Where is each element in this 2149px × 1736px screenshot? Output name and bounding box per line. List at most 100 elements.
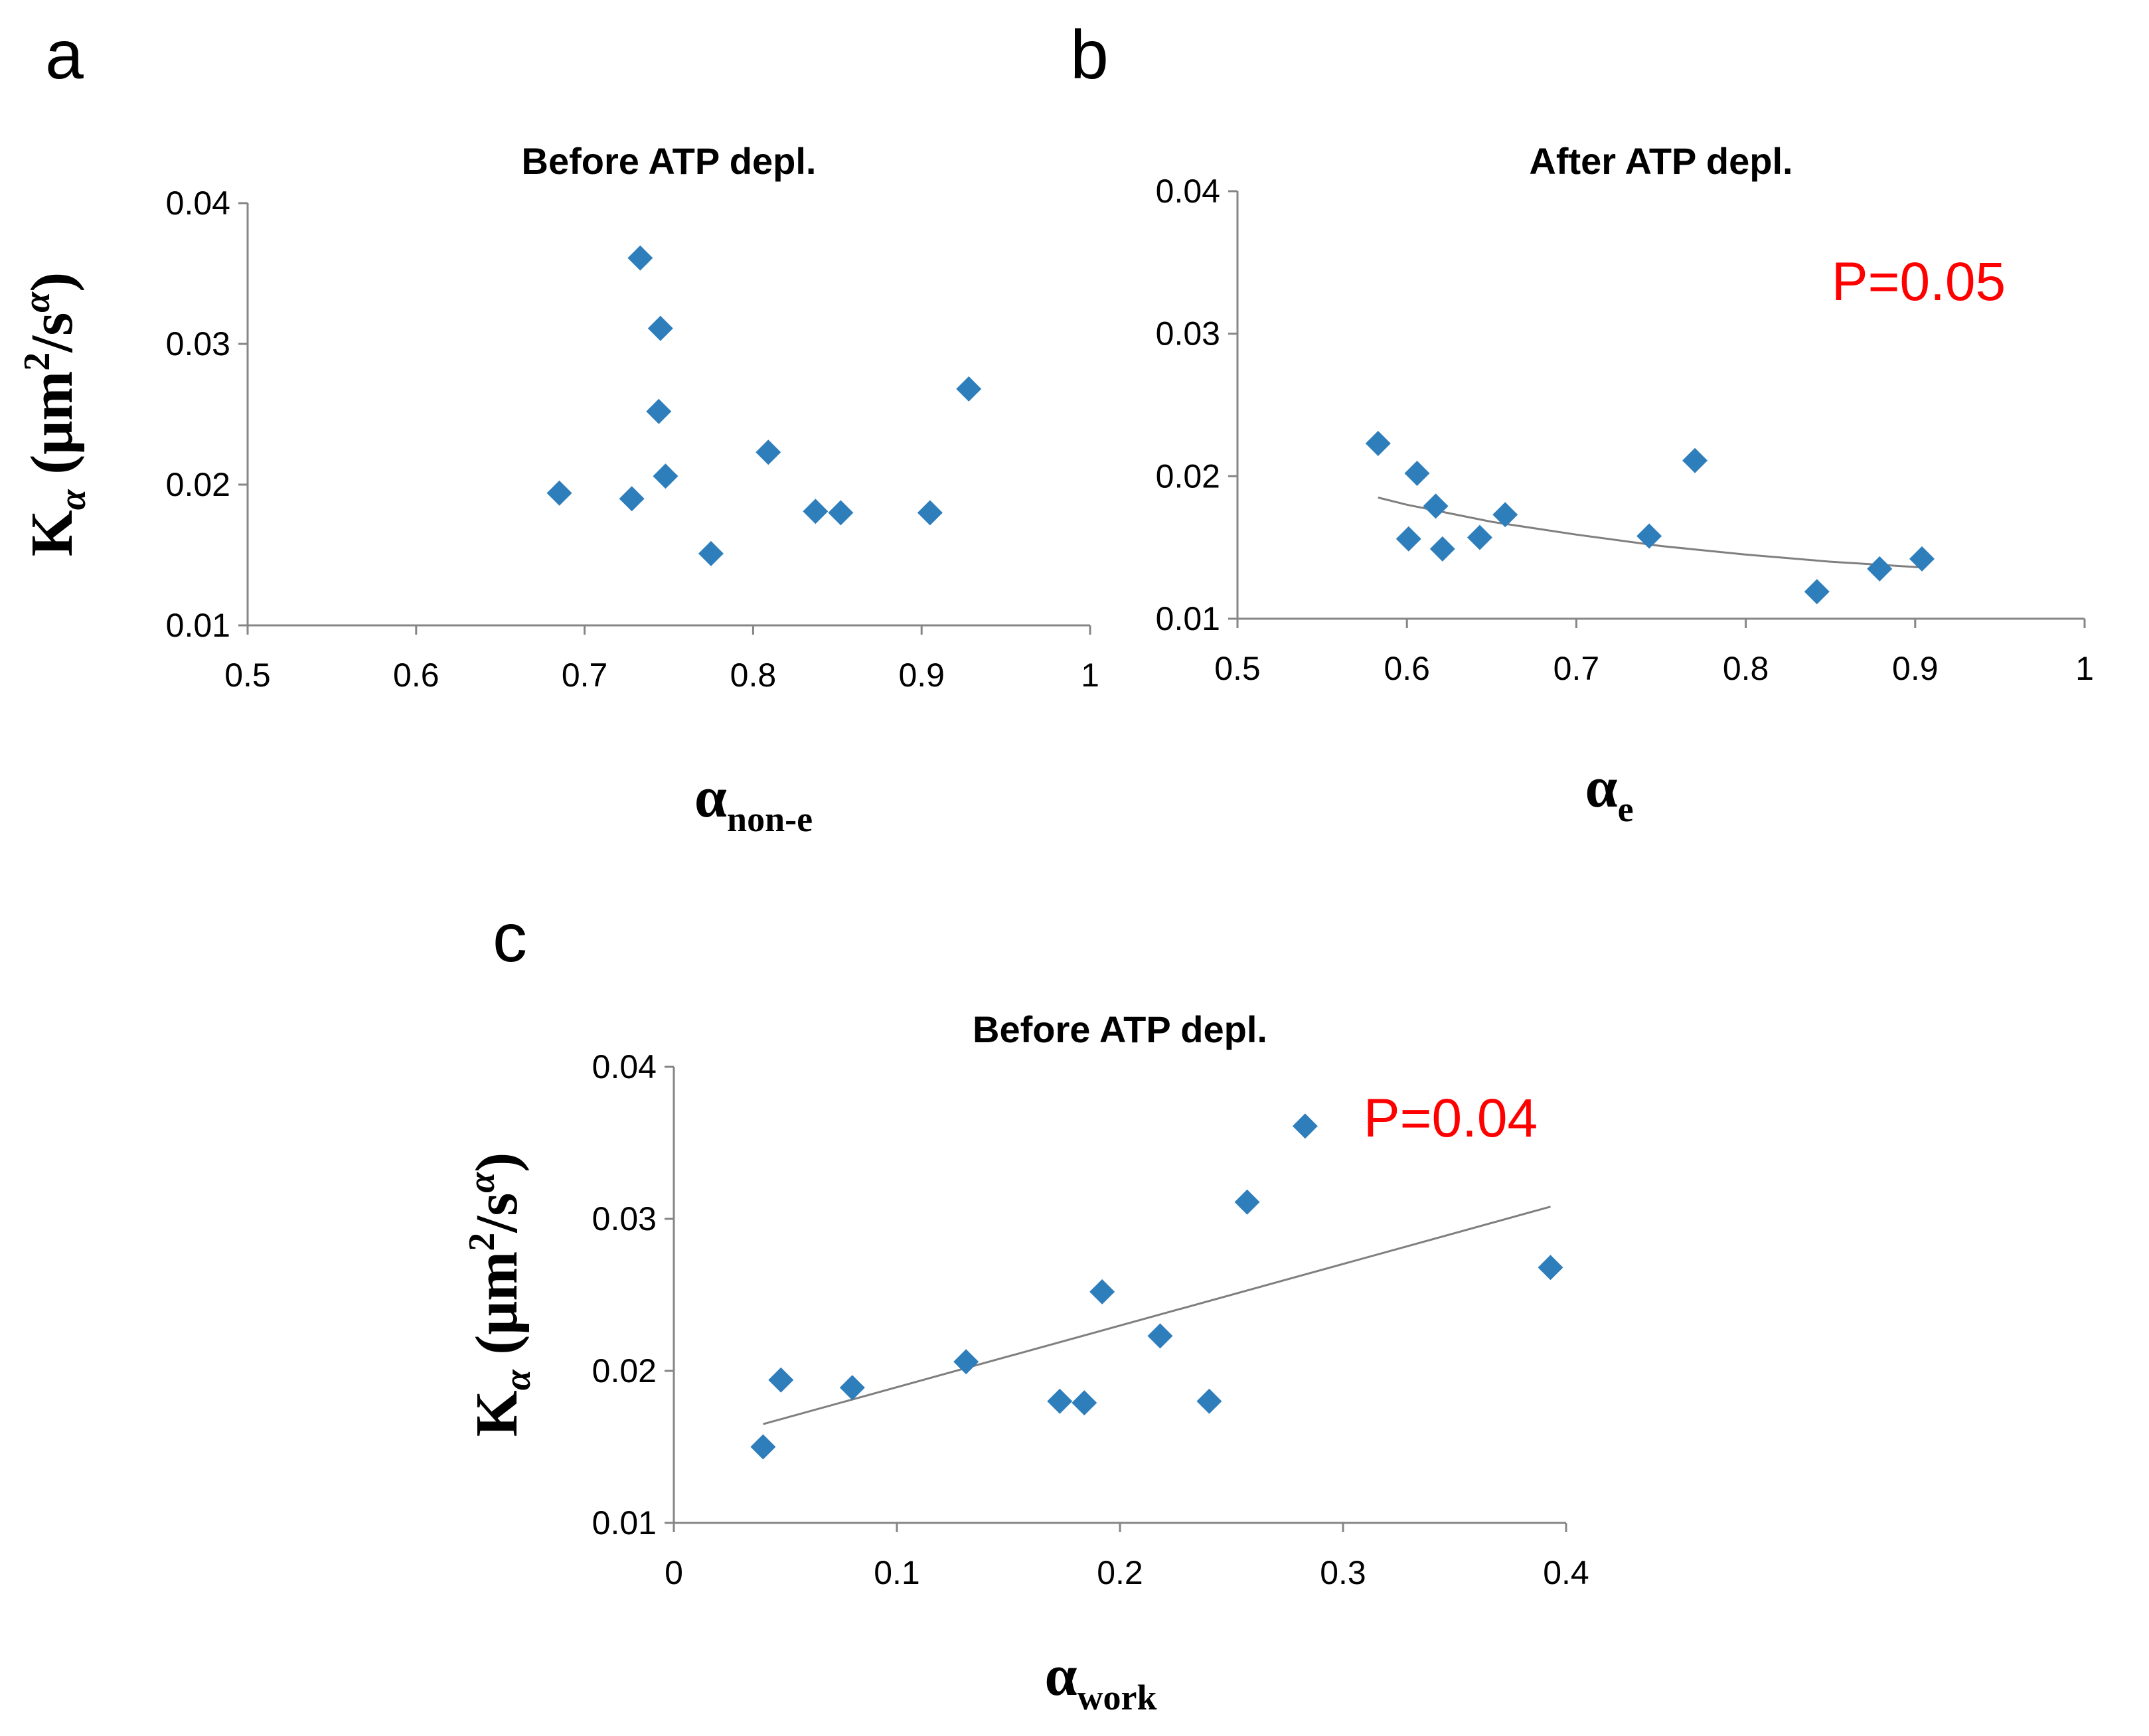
- data-point: [1538, 1255, 1563, 1281]
- trendline: [763, 1206, 1551, 1425]
- y-tick-label: 0.04: [592, 1048, 657, 1085]
- x-tick-label: 0: [665, 1554, 683, 1591]
- data-point: [750, 1434, 776, 1460]
- x-tick-label: 0.7: [562, 657, 608, 694]
- y-tick-label: 0.03: [592, 1200, 657, 1237]
- x-axis-label-main: α: [1044, 1644, 1077, 1708]
- y-axis-label-unit-sup2: α: [17, 291, 58, 313]
- data-point: [1292, 1113, 1318, 1139]
- x-axis-label: αwork: [1044, 1644, 1156, 1717]
- x-tick-label: 1: [1081, 657, 1099, 694]
- data-point: [1909, 546, 1935, 572]
- y-axis-label-unit-mid: /s: [464, 1193, 530, 1233]
- y-tick-label: 0.02: [1156, 457, 1220, 495]
- x-axis-label-main: α: [694, 765, 727, 830]
- x-tick-label: 0.5: [1214, 650, 1261, 687]
- panel-letter: c: [493, 900, 527, 977]
- x-axis-label-sub: non-e: [727, 799, 813, 839]
- y-axis-label-unit-sup: 2: [461, 1233, 503, 1251]
- data-point: [1089, 1279, 1115, 1304]
- x-axis-label: αnon-e: [694, 765, 813, 839]
- data-point: [1492, 502, 1518, 528]
- x-tick-label: 0.5: [224, 657, 271, 694]
- data-point: [1395, 526, 1421, 552]
- data-point: [1423, 493, 1449, 519]
- x-tick-label: 0.2: [1097, 1554, 1143, 1591]
- y-axis-label: Kα (μm2/sα): [17, 272, 94, 556]
- x-tick-label: 0.8: [1723, 650, 1769, 687]
- panel-b: b After ATP depl. 0.01 0.02 0.03 0.04 0.5 0.6 0.…: [1070, 17, 2094, 829]
- data-point: [1682, 447, 1708, 473]
- y-tick-label: 0.02: [592, 1352, 657, 1389]
- data-point: [839, 1375, 865, 1401]
- y-axis-label: Kα (μm2/sα): [461, 1152, 538, 1437]
- x-axis-label-main: α: [1585, 755, 1617, 820]
- panel-a: a Before ATP depl. 0.01 0.02 0.03 0.04 0.5 0.6 0…: [17, 17, 1099, 839]
- y-axis-label-unit-open: (μm: [19, 371, 85, 489]
- y-tick-label: 0.03: [1156, 315, 1220, 353]
- data-point: [956, 376, 982, 402]
- x-axis-label-sub: e: [1618, 789, 1634, 829]
- x-tick-label: 0.4: [1543, 1554, 1589, 1591]
- y-axis-label-unit-mid: /s: [19, 313, 85, 353]
- data-point: [768, 1367, 794, 1393]
- x-tick-label: 0.3: [1320, 1554, 1366, 1591]
- x-tick-label: 0.7: [1553, 650, 1600, 687]
- x-tick-label: 0.9: [1892, 650, 1939, 687]
- y-axis-label-unit-sup: 2: [17, 353, 58, 371]
- y-tick-label: 0.01: [1156, 600, 1220, 637]
- x-tick-label: 1: [2075, 650, 2094, 687]
- panel-letter: a: [45, 17, 84, 94]
- data-point: [1467, 524, 1492, 550]
- data-point: [1234, 1189, 1260, 1215]
- panel-c: c Before ATP depl. 0.01 0.02 0.03 0.04 0 0.1 0.2…: [461, 900, 1589, 1717]
- y-axis-label-unit-close: ): [464, 1152, 530, 1172]
- data-point: [627, 245, 653, 271]
- data-point: [646, 398, 672, 424]
- data-point: [917, 500, 943, 526]
- y-axis-label-main: K: [464, 1390, 530, 1437]
- data-point: [1047, 1388, 1073, 1414]
- trendline: [1378, 497, 1923, 569]
- chart-title: Before ATP depl.: [522, 140, 817, 182]
- y-tick-label: 0.01: [166, 607, 230, 644]
- y-axis-label-sub: α: [497, 1369, 538, 1390]
- chart-title: Before ATP depl.: [973, 1008, 1267, 1050]
- x-axis-label: αe: [1585, 755, 1633, 829]
- data-point: [1072, 1390, 1097, 1416]
- p-value-annotation: P=0.04: [1364, 1088, 1538, 1148]
- y-axis-label-unit-close: ): [19, 272, 85, 292]
- data-point: [828, 500, 854, 526]
- y-tick-label: 0.04: [1156, 173, 1220, 210]
- x-tick-label: 0.9: [898, 657, 945, 694]
- data-point: [756, 439, 781, 465]
- data-point: [1196, 1388, 1222, 1414]
- y-tick-label: 0.04: [166, 185, 230, 222]
- x-axis-label-sub: work: [1077, 1678, 1157, 1717]
- data-point: [1804, 579, 1830, 605]
- y-axis-label-main: K: [19, 510, 85, 556]
- x-tick-label: 0.6: [393, 657, 439, 694]
- data-point: [953, 1349, 979, 1375]
- y-tick-label: 0.01: [592, 1504, 657, 1541]
- x-tick-label: 0.8: [730, 657, 777, 694]
- y-tick-label: 0.03: [166, 325, 230, 362]
- data-point: [653, 463, 678, 489]
- chart-title: After ATP depl.: [1529, 140, 1792, 182]
- y-axis-label-sub: α: [52, 489, 94, 510]
- data-point: [1636, 523, 1662, 549]
- data-point: [647, 315, 673, 341]
- data-point: [1867, 556, 1893, 582]
- data-point: [546, 480, 572, 506]
- data-point: [1365, 430, 1391, 456]
- y-axis-label-unit-open: (μm: [464, 1251, 530, 1370]
- data-point: [803, 499, 829, 524]
- data-point: [1404, 461, 1430, 487]
- data-point: [619, 486, 645, 512]
- x-tick-label: 0.1: [874, 1554, 920, 1591]
- data-point: [698, 540, 724, 566]
- panel-letter: b: [1070, 17, 1109, 94]
- y-tick-label: 0.02: [166, 466, 230, 503]
- p-value-annotation: P=0.05: [1832, 252, 2006, 312]
